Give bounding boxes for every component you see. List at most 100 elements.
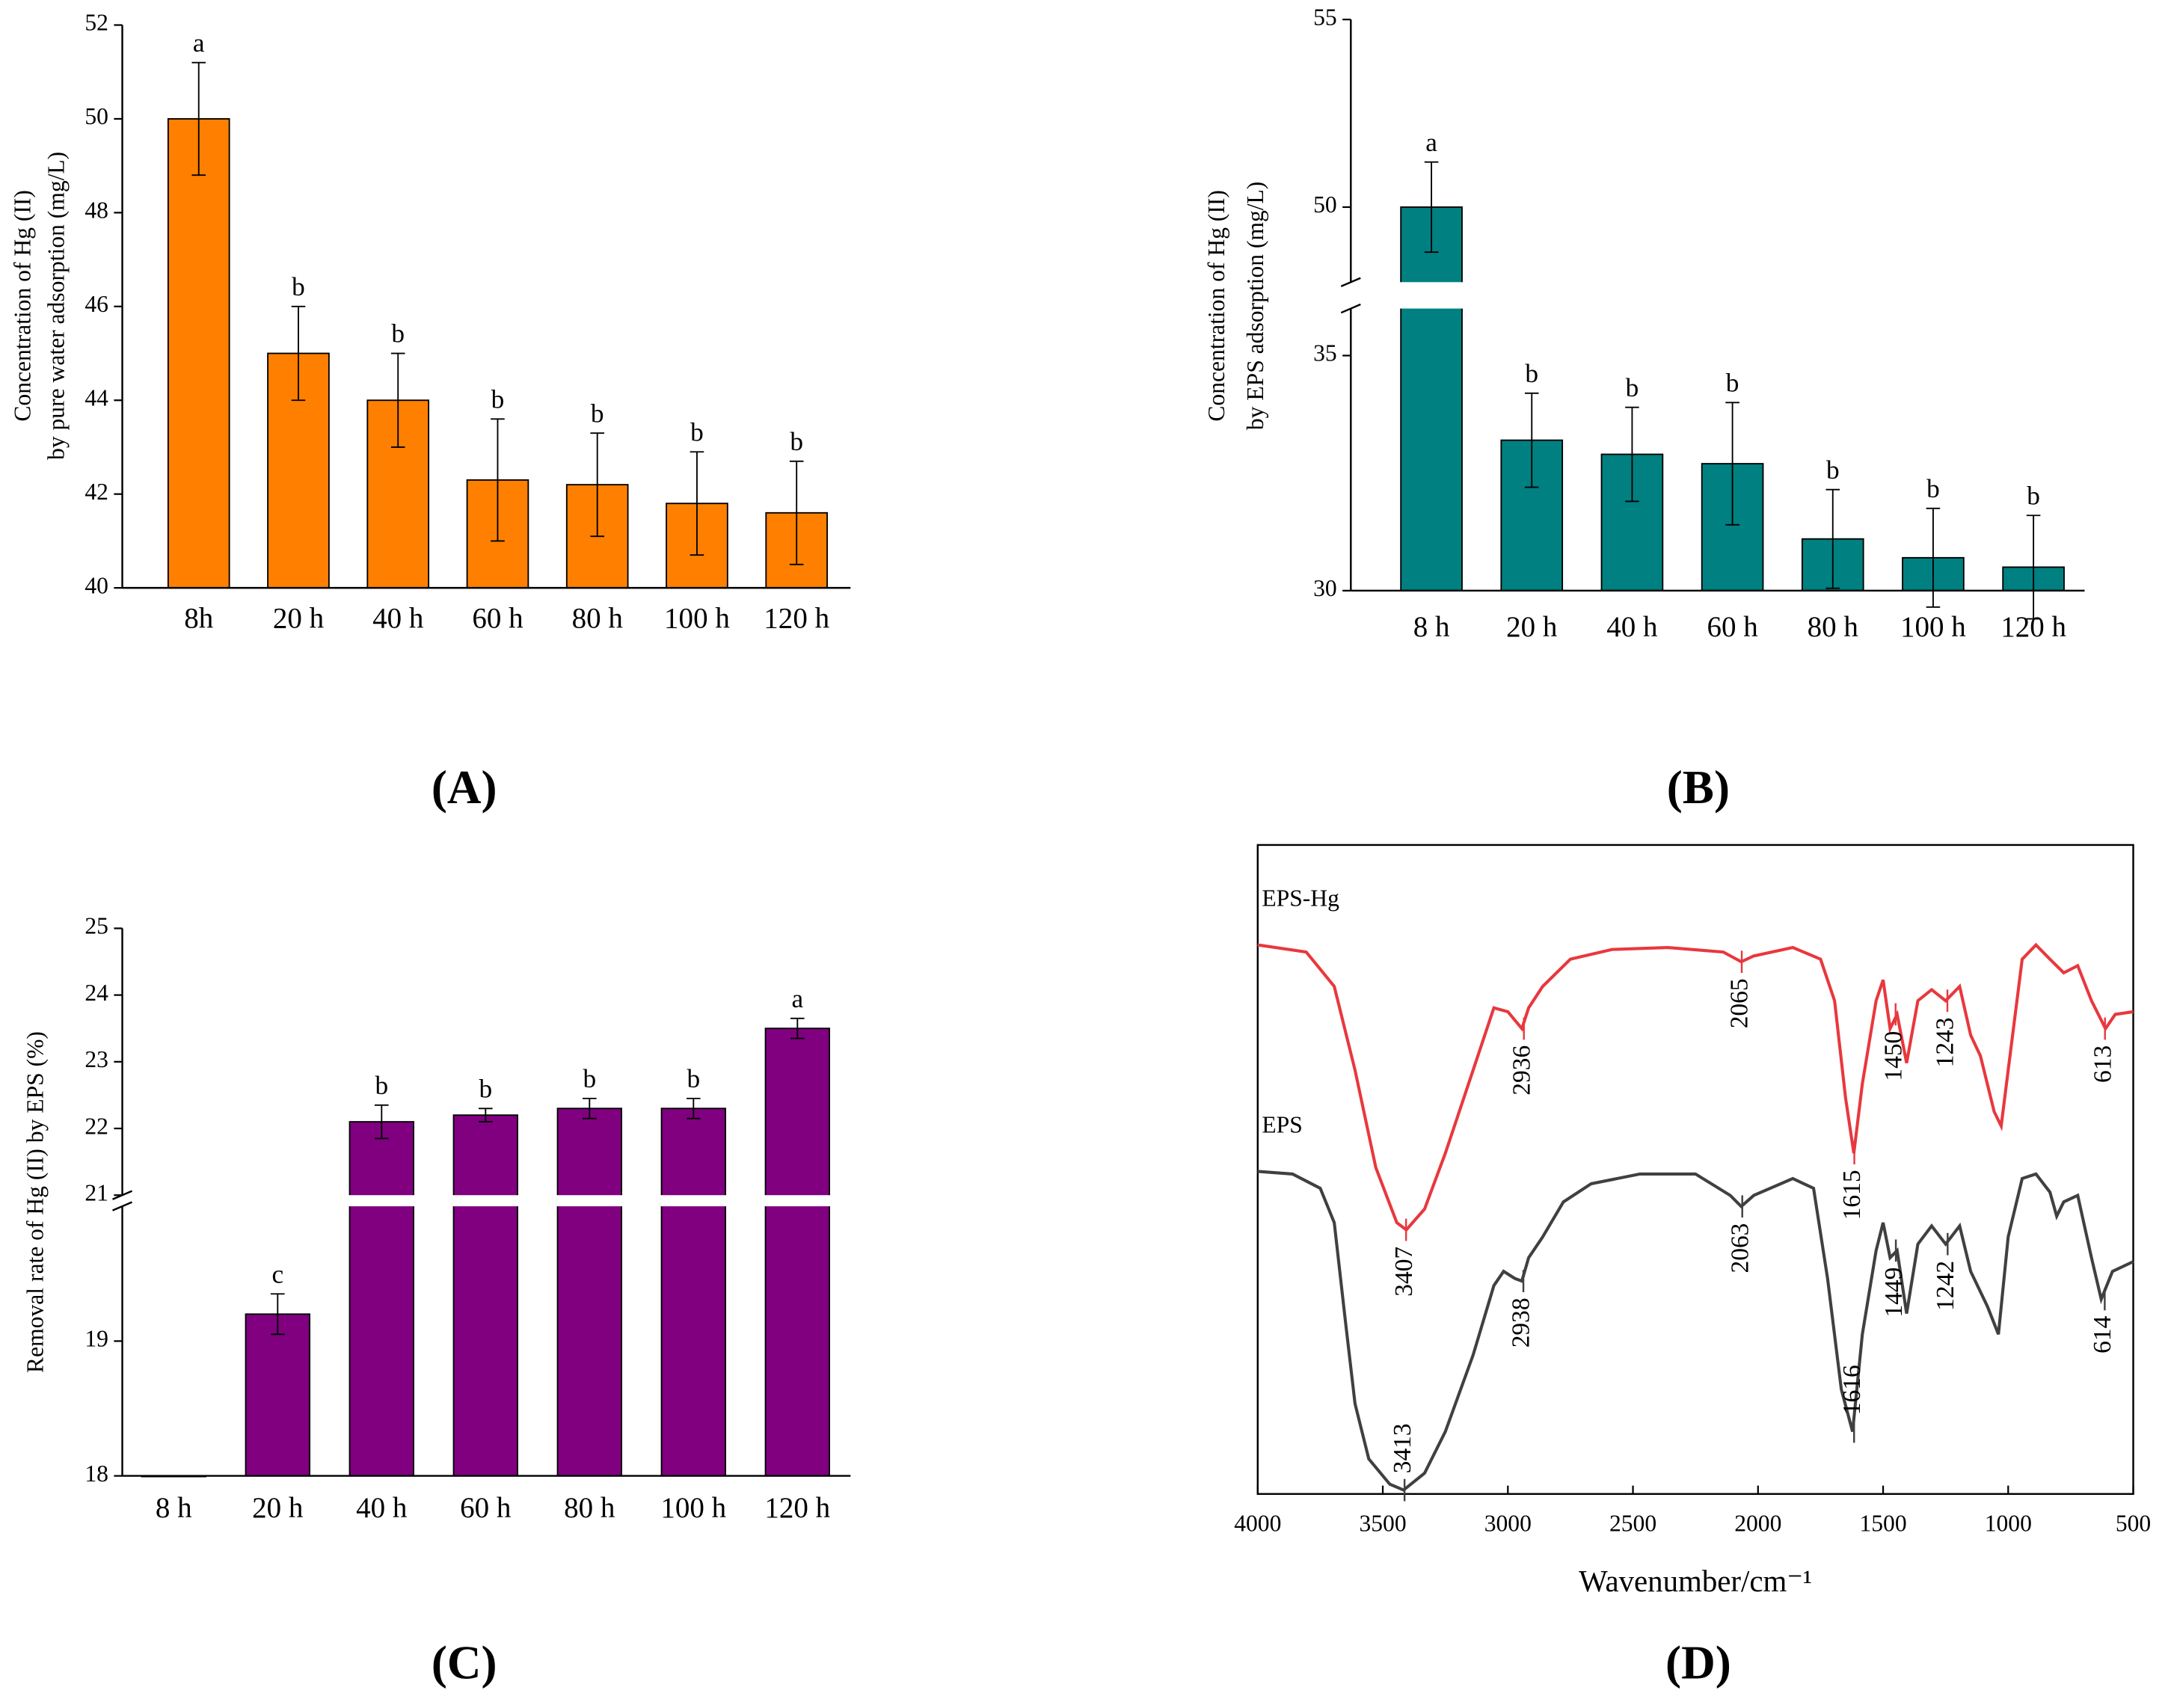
error-bar <box>491 418 505 542</box>
x-tick-label: 20 h <box>1506 611 1557 643</box>
axis-break-mark <box>1340 277 1361 314</box>
significance-letter: b <box>591 399 604 428</box>
significance-letter: c <box>271 1259 283 1288</box>
significance-letter: b <box>479 1074 492 1103</box>
error-bar <box>1725 402 1739 526</box>
error-bar <box>789 460 804 565</box>
axis-break-band <box>111 1195 840 1207</box>
x-tick-label: 2500 <box>1609 1511 1656 1537</box>
y-tick-label: 21 <box>85 1179 108 1205</box>
bar <box>660 1108 726 1477</box>
y-tick-label: 50 <box>85 103 108 129</box>
peak-label: 1615 <box>1838 1170 1866 1220</box>
error-bar <box>1825 488 1840 589</box>
x-tick-label: 60 h <box>472 603 523 635</box>
x-tick-label: 80 h <box>564 1492 615 1524</box>
significance-letter: b <box>491 384 505 414</box>
y-tick-label: 48 <box>85 197 108 224</box>
y-axis-label: by pure water adsorption (mg/L) <box>43 152 69 460</box>
spectrum-line <box>1257 942 2134 1232</box>
x-tick-label: 60 h <box>1707 611 1757 643</box>
peak-label: 2938 <box>1508 1297 1535 1348</box>
legend-label: EPS-Hg <box>1262 885 1339 912</box>
y-tick-label: 24 <box>85 980 108 1006</box>
peak-label: 3407 <box>1390 1247 1418 1297</box>
x-tick-label: 8h <box>184 603 213 635</box>
x-tick-label: 1500 <box>1859 1511 1906 1537</box>
y-axis-label: Concentration of Hg (II) <box>10 190 36 422</box>
y-tick-label: 25 <box>85 913 108 939</box>
y-tick-label: 35 <box>1313 340 1337 366</box>
significance-letter: b <box>690 417 704 446</box>
error-bar <box>790 1017 805 1039</box>
significance-letter: b <box>790 427 803 456</box>
x-tick-label: 120 h <box>764 603 829 635</box>
error-bar <box>191 61 206 176</box>
error-bar <box>1524 392 1539 488</box>
significance-letter: b <box>292 272 305 301</box>
bar <box>764 1027 830 1477</box>
error-bar <box>291 305 306 402</box>
y-tick-label: 46 <box>85 291 108 317</box>
error-bar <box>687 1097 701 1119</box>
y-tick-label: 42 <box>85 479 108 505</box>
y-tick-label: 18 <box>85 1460 108 1487</box>
bar <box>245 1313 310 1477</box>
y-axis-label: Concentration of Hg (II) <box>1203 190 1229 422</box>
peak-label: 3413 <box>1389 1423 1416 1473</box>
significance-letter: b <box>1726 368 1739 397</box>
x-tick-label: 40 h <box>372 603 423 635</box>
significance-letter: b <box>687 1064 700 1093</box>
peak-label: 2065 <box>1726 978 1754 1028</box>
bar <box>452 1114 518 1477</box>
panel-label: (B) <box>1667 761 1730 814</box>
peak-label: 614 <box>2089 1315 2116 1353</box>
significance-letter: b <box>1525 359 1538 388</box>
spectrum-line <box>1257 1170 2134 1492</box>
y-tick-label: 30 <box>1313 575 1337 601</box>
significance-letter: b <box>2027 481 2040 510</box>
panel-label: (D) <box>1665 1637 1731 1689</box>
x-tick-label: 500 <box>2116 1511 2151 1537</box>
error-bar <box>583 1097 597 1119</box>
significance-letter: a <box>1425 128 1437 157</box>
bar <box>556 1108 622 1477</box>
y-tick-label: 50 <box>1313 191 1337 218</box>
x-tick-label: 80 h <box>1808 611 1858 643</box>
significance-letter: b <box>391 319 405 348</box>
y-tick-label: 55 <box>1313 4 1337 30</box>
x-tick-label: 120 h <box>2000 611 2066 643</box>
peak-label: 1243 <box>1932 1018 1959 1068</box>
x-tick-label: 100 h <box>1900 611 1966 643</box>
x-tick-label: 1000 <box>1985 1511 2032 1537</box>
peak-label: 2936 <box>1508 1045 1535 1096</box>
x-tick-label: 3500 <box>1359 1511 1406 1537</box>
axis-break-gap <box>1348 282 1354 309</box>
y-tick-label: 19 <box>85 1326 108 1352</box>
x-tick-label: 80 h <box>572 603 623 635</box>
x-tick-label: 40 h <box>356 1492 407 1524</box>
panel-label: (A) <box>432 761 497 814</box>
significance-letter: b <box>1626 373 1639 402</box>
error-bar <box>2026 514 2041 620</box>
error-bar <box>375 1104 389 1140</box>
x-tick-label: 100 h <box>664 603 730 635</box>
y-axis-label: Removal rate of Hg (II) by EPS (%) <box>22 1031 48 1373</box>
panel-label: (C) <box>432 1637 497 1689</box>
y-tick-label: 23 <box>85 1046 108 1072</box>
peak-label: 1616 <box>1838 1365 1866 1415</box>
significance-letter: a <box>193 28 205 58</box>
error-bar <box>690 451 704 556</box>
significance-letter: b <box>1826 455 1840 485</box>
x-tick-label: 60 h <box>460 1492 511 1524</box>
bar <box>1400 206 1463 592</box>
peak-label: 1242 <box>1932 1261 1959 1311</box>
plot-frame <box>1256 844 2134 1495</box>
x-tick-label: 3000 <box>1484 1511 1532 1537</box>
y-tick-label: 22 <box>85 1113 108 1139</box>
error-bar <box>1625 406 1639 503</box>
axis-break-mark <box>112 1190 133 1211</box>
bar <box>348 1121 414 1477</box>
